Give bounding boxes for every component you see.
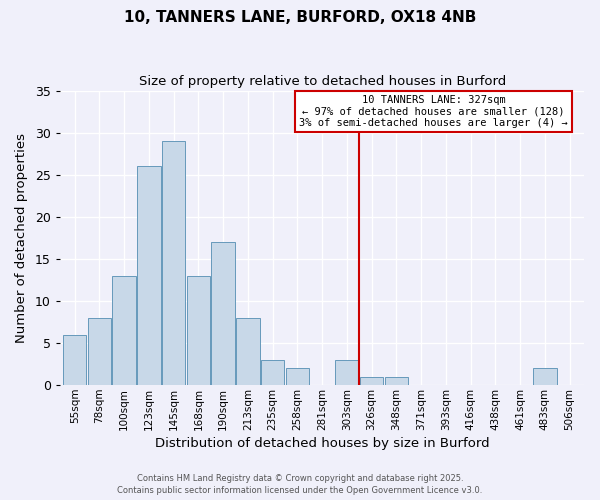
Bar bbox=[112, 276, 136, 385]
Bar bbox=[261, 360, 284, 385]
Text: 10, TANNERS LANE, BURFORD, OX18 4NB: 10, TANNERS LANE, BURFORD, OX18 4NB bbox=[124, 10, 476, 25]
Bar bbox=[385, 376, 408, 385]
X-axis label: Distribution of detached houses by size in Burford: Distribution of detached houses by size … bbox=[155, 437, 490, 450]
Bar bbox=[162, 141, 185, 385]
Bar bbox=[533, 368, 557, 385]
Title: Size of property relative to detached houses in Burford: Size of property relative to detached ho… bbox=[139, 75, 506, 88]
Bar bbox=[88, 318, 111, 385]
Bar bbox=[335, 360, 359, 385]
Y-axis label: Number of detached properties: Number of detached properties bbox=[15, 133, 28, 343]
Bar bbox=[63, 334, 86, 385]
Bar bbox=[236, 318, 260, 385]
Text: Contains HM Land Registry data © Crown copyright and database right 2025.
Contai: Contains HM Land Registry data © Crown c… bbox=[118, 474, 482, 495]
Bar bbox=[187, 276, 210, 385]
Bar bbox=[286, 368, 309, 385]
Bar bbox=[360, 376, 383, 385]
Text: 10 TANNERS LANE: 327sqm
← 97% of detached houses are smaller (128)
3% of semi-de: 10 TANNERS LANE: 327sqm ← 97% of detache… bbox=[299, 95, 568, 128]
Bar bbox=[137, 166, 161, 385]
Bar bbox=[211, 242, 235, 385]
